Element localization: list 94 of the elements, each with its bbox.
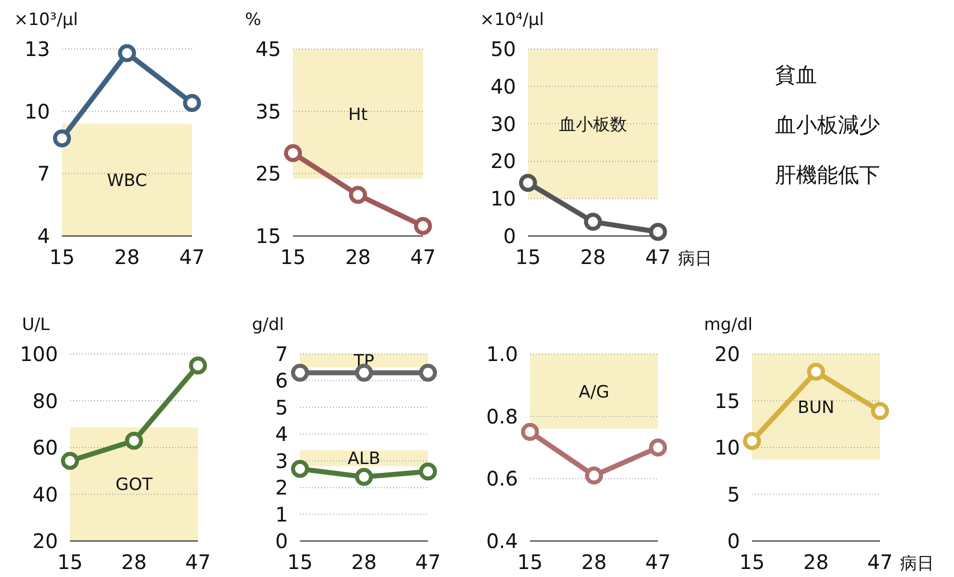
point xyxy=(414,217,432,236)
x-tick-label: 28 xyxy=(121,550,147,574)
y-tick-label: 1 xyxy=(275,502,288,526)
band-label: ALB xyxy=(348,449,380,470)
y-tick-label: 40 xyxy=(32,482,58,506)
y-tick-label: 0.8 xyxy=(486,404,518,428)
y-axis-title: mg/dl xyxy=(704,315,753,335)
y-tick-label: 45 xyxy=(256,37,281,61)
x-tick-label: 28 xyxy=(345,245,371,269)
band-label: 血小板数 xyxy=(559,114,627,135)
x-tick-label: 28 xyxy=(581,550,607,574)
point xyxy=(871,402,889,420)
point xyxy=(291,364,309,382)
x-tick-label: 15 xyxy=(517,550,543,574)
x-tick-label: 28 xyxy=(351,550,377,574)
y-tick-label: 20 xyxy=(714,342,740,366)
x-tick-label: 47 xyxy=(179,245,205,269)
x-tick-label: 47 xyxy=(410,245,436,269)
point xyxy=(189,356,207,374)
text: 血小板減少 xyxy=(775,113,880,137)
y-tick-label: 0.6 xyxy=(486,466,518,491)
x-tick-label: 47 xyxy=(645,550,671,574)
text: 肝機能低下 xyxy=(775,163,880,187)
y-tick-label: 0 xyxy=(275,529,288,553)
point xyxy=(519,174,537,192)
x-tick-label: 47 xyxy=(185,550,211,574)
y-tick-label: 15 xyxy=(714,388,740,413)
point xyxy=(521,422,539,441)
band-label: Ht xyxy=(348,104,368,125)
y-tick-label: 3 xyxy=(275,448,288,473)
x-axis-title: 病日 xyxy=(900,554,934,574)
point xyxy=(419,462,437,481)
point xyxy=(743,432,761,450)
point xyxy=(349,186,367,204)
y-tick-label: 6 xyxy=(275,368,288,393)
point xyxy=(61,452,79,470)
point xyxy=(284,144,302,162)
y-tick-label: 7 xyxy=(275,342,288,366)
point xyxy=(291,460,309,478)
band-label: GOT xyxy=(116,475,154,496)
y-tick-label: 35 xyxy=(256,99,281,124)
x-tick-label: 28 xyxy=(803,550,829,574)
point xyxy=(807,362,825,381)
point xyxy=(585,466,603,485)
y-tick-label: 4 xyxy=(275,422,288,446)
point xyxy=(183,94,201,112)
x-tick-label: 47 xyxy=(867,550,893,574)
y-axis-title: % xyxy=(245,10,262,30)
y-tick-label: 0 xyxy=(503,224,516,248)
y-tick-label: 10 xyxy=(490,186,516,211)
x-tick-label: 15 xyxy=(515,245,541,269)
point xyxy=(419,364,437,382)
y-tick-label: 4 xyxy=(37,224,50,248)
y-tick-label: 25 xyxy=(256,162,281,186)
point xyxy=(584,212,602,231)
y-tick-label: 10 xyxy=(24,99,50,124)
point xyxy=(355,468,373,486)
y-tick-label: 50 xyxy=(490,37,516,61)
y-tick-label: 15 xyxy=(256,224,281,248)
band-label: BUN xyxy=(798,398,834,418)
x-tick-label: 28 xyxy=(114,245,140,269)
y-tick-label: 7 xyxy=(37,162,50,186)
x-tick-label: 47 xyxy=(415,550,441,574)
y-tick-label: 2 xyxy=(275,476,288,500)
y-axis-title: U/L xyxy=(22,315,50,335)
x-axis-title: 病日 xyxy=(678,249,712,269)
y-tick-label: 5 xyxy=(275,395,288,420)
y-tick-label: 30 xyxy=(490,112,516,136)
y-tick-label: 40 xyxy=(490,74,516,98)
point xyxy=(118,44,136,62)
y-tick-label: 5 xyxy=(727,482,740,506)
text: 貧血 xyxy=(775,63,817,87)
y-tick-label: 13 xyxy=(24,37,50,61)
y-tick-label: 1.0 xyxy=(486,342,518,366)
y-axis-title: ×10³/μl xyxy=(14,10,78,30)
y-axis-title: g/dl xyxy=(252,315,284,335)
point xyxy=(53,129,71,148)
y-tick-label: 10 xyxy=(714,436,740,460)
y-tick-label: 20 xyxy=(490,149,516,174)
y-axis-title: ×10⁴/μl xyxy=(480,10,544,30)
y-tick-label: 20 xyxy=(32,529,58,553)
x-tick-label: 28 xyxy=(580,245,606,269)
y-tick-label: 80 xyxy=(32,388,58,413)
band-label: WBC xyxy=(106,170,148,191)
x-tick-label: 47 xyxy=(645,245,671,269)
x-tick-label: 15 xyxy=(57,550,83,574)
point xyxy=(125,432,143,450)
point xyxy=(649,438,667,456)
y-tick-label: 100 xyxy=(20,342,58,366)
y-tick-label: 0 xyxy=(727,529,740,553)
band-label: A/G xyxy=(578,382,610,402)
y-tick-label: 60 xyxy=(32,436,58,460)
y-tick-label: 0.4 xyxy=(486,529,518,553)
point xyxy=(649,222,667,241)
